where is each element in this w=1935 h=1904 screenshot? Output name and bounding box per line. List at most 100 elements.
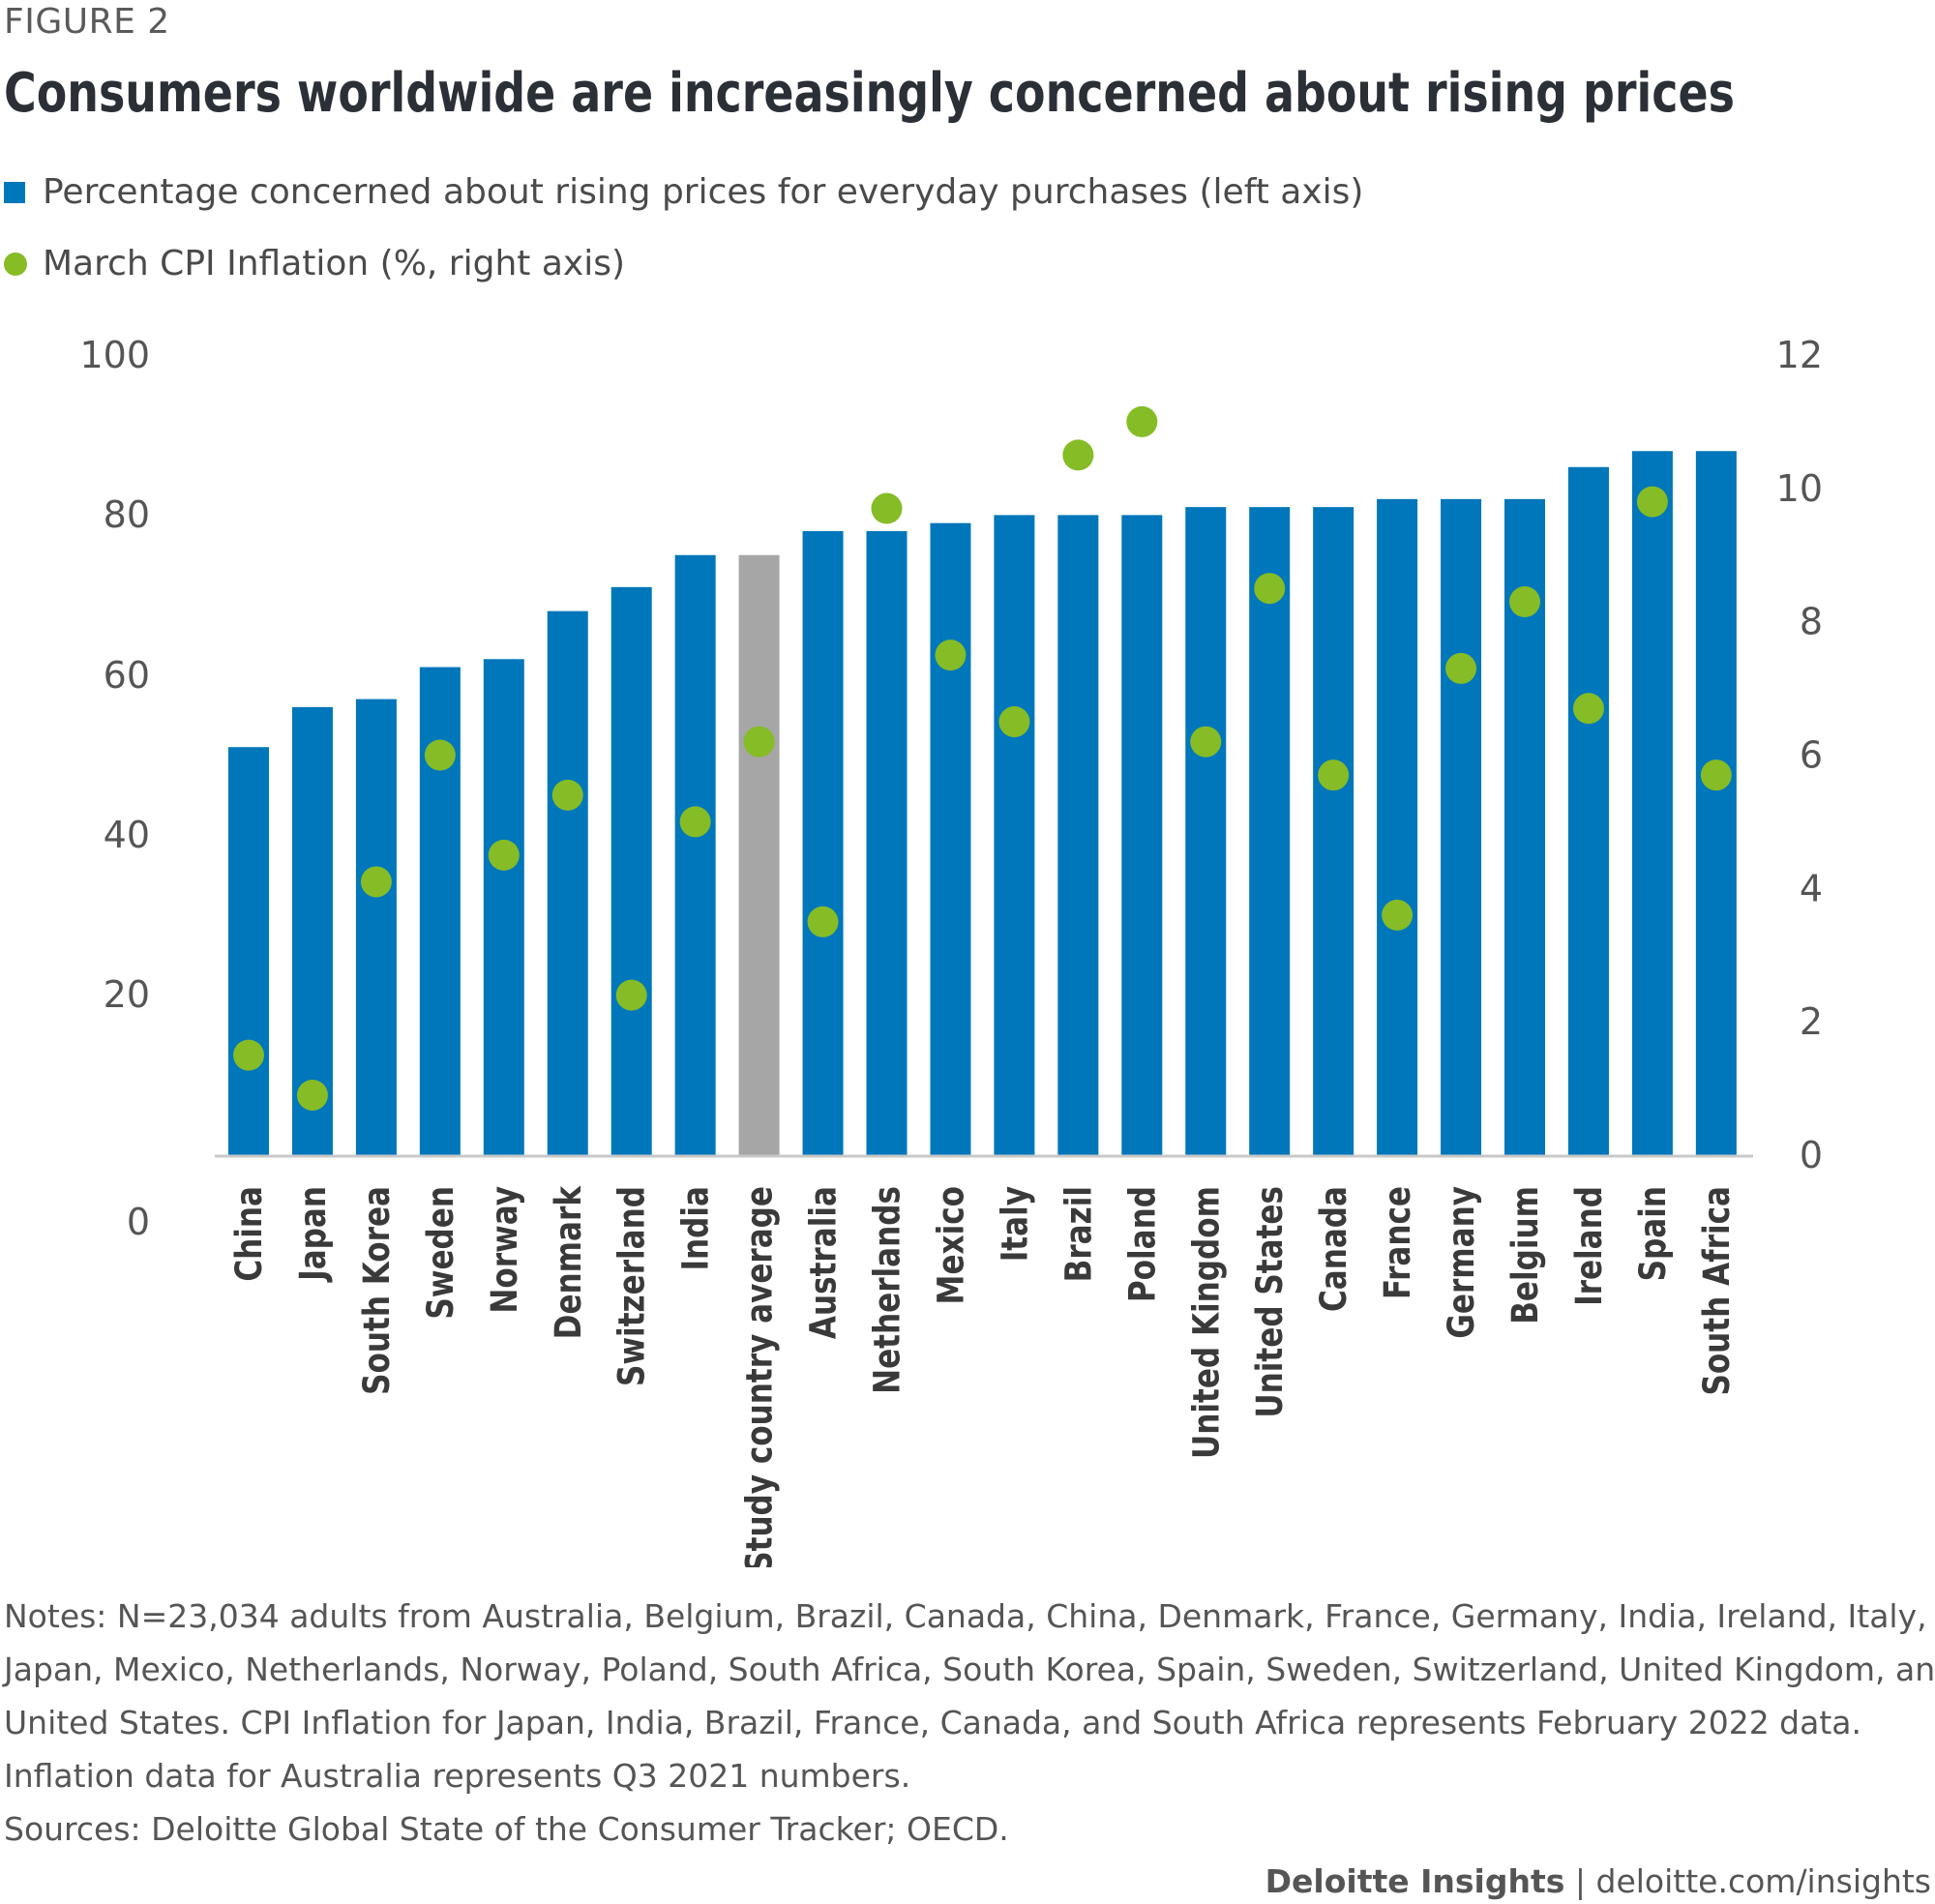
category-label-australia: Australia	[803, 1186, 845, 1339]
right-axis-tick-10: 10	[1776, 467, 1823, 510]
inflation-dot-japan	[296, 1079, 328, 1111]
bar-france	[1377, 498, 1418, 1155]
inflation-dot-netherlands	[871, 492, 903, 524]
inflation-dot-poland	[1126, 405, 1158, 437]
left-axis-tick-20: 20	[104, 973, 150, 1016]
bar-italy	[994, 515, 1035, 1155]
footer: Deloitte Insights | deloitte.com/insight…	[1265, 1862, 1931, 1900]
bar-norway	[483, 659, 524, 1155]
bar-united-states	[1249, 507, 1291, 1155]
category-label-study-country-average: Study country average	[739, 1186, 781, 1567]
bar-china	[228, 747, 269, 1155]
bar-south-korea	[355, 699, 397, 1155]
category-label-belgium: Belgium	[1504, 1186, 1546, 1324]
bar-canada	[1313, 507, 1354, 1155]
inflation-dot-australia	[807, 906, 839, 937]
inflation-dot-italy	[998, 706, 1030, 738]
inflation-dot-switzerland	[615, 979, 647, 1011]
category-label-italy: Italy	[995, 1186, 1036, 1262]
inflation-dot-united-kingdom	[1190, 726, 1222, 758]
category-label-switzerland: Switzerland	[611, 1186, 653, 1386]
inflation-dot-belgium	[1509, 585, 1540, 617]
category-label-poland: Poland	[1122, 1186, 1164, 1302]
bar-spain	[1631, 451, 1673, 1155]
bar-australia	[802, 530, 844, 1155]
bar-netherlands	[866, 530, 908, 1155]
legend-bar-swatch	[4, 181, 25, 203]
left-axis-tick-80: 80	[104, 493, 150, 536]
category-label-france: France	[1378, 1186, 1419, 1299]
bar-germany	[1441, 498, 1482, 1155]
bar-denmark	[547, 610, 588, 1155]
category-label-norway: Norway	[484, 1186, 525, 1314]
inflation-dot-china	[233, 1039, 264, 1071]
category-label-ireland: Ireland	[1568, 1186, 1610, 1306]
bar-mexico	[930, 522, 971, 1155]
bar-study-country-average	[738, 554, 780, 1155]
inflation-dot-france	[1382, 899, 1414, 931]
category-label-japan: Japan	[292, 1186, 334, 1283]
inflation-dot-south-korea	[360, 866, 392, 898]
category-label-germany: Germany	[1441, 1186, 1482, 1339]
bar-poland	[1121, 515, 1163, 1155]
legend-dot-label: March CPI Inflation (%, right axis)	[43, 244, 625, 283]
bar-switzerland	[610, 586, 652, 1155]
category-label-china: China	[228, 1186, 270, 1282]
category-label-united-kingdom: United Kingdom	[1186, 1186, 1228, 1459]
footer-separator: |	[1564, 1862, 1596, 1900]
inflation-dot-denmark	[551, 779, 583, 811]
category-label-netherlands: Netherlands	[867, 1186, 908, 1394]
inflation-dot-study-country-average	[743, 726, 775, 758]
category-label-south-africa: South Africa	[1696, 1186, 1738, 1396]
notes-line-3: United States. CPI Inflation for Japan, …	[4, 1704, 1861, 1741]
category-label-denmark: Denmark	[548, 1185, 589, 1339]
legend-dot-swatch	[4, 252, 27, 276]
inflation-dot-germany	[1445, 652, 1477, 684]
inflation-dot-mexico	[935, 640, 967, 671]
legend-item-dots: March CPI Inflation (%, right axis)	[4, 244, 625, 283]
footer-brand: Deloitte Insights	[1265, 1862, 1565, 1900]
right-axis-tick-8: 8	[1800, 601, 1823, 643]
sources-line: Sources: Deloitte Global State of the Co…	[4, 1810, 1009, 1848]
inflation-dot-spain	[1636, 486, 1668, 518]
category-label-south-korea: South Korea	[356, 1186, 398, 1395]
left-axis-tick-0: 0	[127, 1201, 150, 1243]
category-label-sweden: Sweden	[420, 1186, 461, 1320]
inflation-dot-ireland	[1572, 693, 1604, 725]
inflation-dot-india	[679, 806, 711, 838]
footer-url: deloitte.com/insights	[1595, 1862, 1931, 1900]
notes-line-2: Japan, Mexico, Netherlands, Norway, Pola…	[4, 1651, 1935, 1688]
bar-united-kingdom	[1185, 507, 1227, 1155]
inflation-dot-norway	[488, 839, 520, 871]
figure-label: FIGURE 2	[4, 2, 170, 42]
category-label-united-states: United States	[1250, 1186, 1292, 1418]
category-label-canada: Canada	[1314, 1186, 1355, 1312]
chart-title: Consumers worldwide are increasingly con…	[4, 62, 1735, 125]
legend-item-bars: Percentage concerned about rising prices…	[4, 172, 1363, 212]
category-label-spain: Spain	[1632, 1186, 1674, 1281]
legend-bar-label: Percentage concerned about rising prices…	[43, 172, 1364, 212]
bar-india	[674, 554, 716, 1155]
inflation-dot-brazil	[1062, 439, 1094, 471]
inflation-dot-canada	[1318, 759, 1350, 791]
notes: Notes: N=23,034 adults from Australia, B…	[4, 1590, 1935, 1856]
category-label-india: India	[675, 1186, 717, 1271]
right-axis-tick-6: 6	[1800, 734, 1823, 777]
inflation-dot-south-africa	[1700, 759, 1732, 791]
right-axis-tick-2: 2	[1800, 1000, 1823, 1043]
notes-line-4: Inflation data for Australia represents …	[4, 1757, 911, 1795]
right-axis-tick-4: 4	[1800, 867, 1823, 909]
right-axis-tick-12: 12	[1776, 334, 1823, 376]
bar-south-africa	[1695, 451, 1737, 1155]
notes-line-1: Notes: N=23,034 adults from Australia, B…	[4, 1597, 1927, 1635]
inflation-dot-united-states	[1254, 573, 1286, 605]
left-axis-tick-40: 40	[104, 814, 150, 856]
category-label-brazil: Brazil	[1058, 1186, 1100, 1282]
category-label-mexico: Mexico	[931, 1186, 972, 1304]
bar-ireland	[1567, 466, 1609, 1155]
inflation-dot-sweden	[424, 739, 456, 771]
left-axis-tick-100: 100	[79, 334, 150, 376]
left-axis-tick-60: 60	[104, 654, 150, 697]
right-axis-tick-0: 0	[1800, 1134, 1823, 1176]
